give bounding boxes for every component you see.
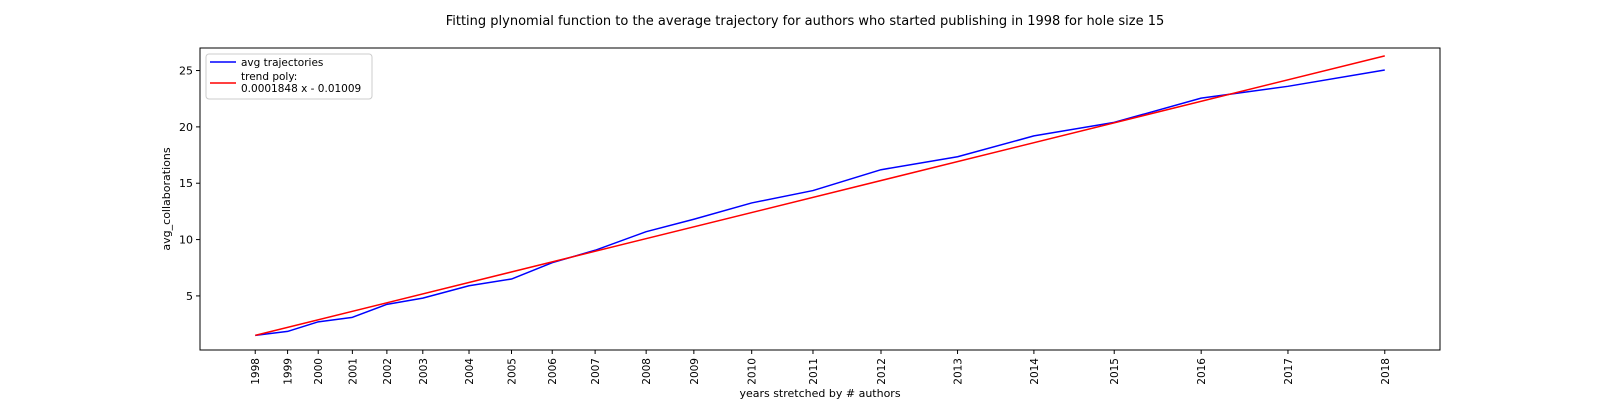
legend: avg trajectories trend poly: 0.0001848 x… [205,53,373,100]
x-tick-label: 2003 [418,358,430,385]
x-tick-label: 2007 [590,358,602,385]
x-tick-label: 2002 [382,358,394,385]
x-tick-label: 2010 [747,358,759,385]
x-tick-label: 2012 [876,358,888,385]
x-tick-label: 2005 [507,358,519,385]
series-lines [255,55,1385,337]
x-axis: 1998 1999 2000 2001 2002 2003 2004 2005 2006 2007… [250,350,1392,385]
x-axis-label: years stretched by # authors [739,387,900,400]
y-tick-label: 5 [186,290,193,303]
x-tick-label: 2015 [1109,358,1121,385]
x-tick-label: 2016 [1196,358,1208,385]
series-line-avg-trajectories [255,69,1385,337]
y-tick-label: 15 [179,177,193,190]
y-tick-label: 10 [179,234,193,247]
x-tick-label: 2001 [347,358,359,385]
legend-label-avg-trajectories: avg trajectories [241,57,323,69]
legend-label-trend-poly-line1: trend poly: [241,71,297,83]
legend-label-trend-poly-line2: 0.0001848 x - 0.01009 [241,83,361,95]
y-axis-label: avg_collaborations [160,147,173,250]
y-tick-label: 20 [179,121,193,134]
chart-title: Fitting plynomial function to the averag… [446,14,1165,29]
x-tick-label: 2017 [1283,358,1295,385]
x-tick-label: 2011 [808,358,820,385]
x-tick-label: 2013 [953,358,965,385]
y-tick-label: 25 [179,65,193,78]
x-tick-label: 1999 [283,358,295,385]
x-tick-label: 2018 [1380,358,1392,385]
x-tick-label: 2008 [641,358,653,385]
series-line-trend-poly [255,55,1385,337]
x-tick-label: 2000 [313,358,325,385]
x-tick-label: 1998 [250,358,262,385]
x-tick-label: 2009 [689,358,701,385]
x-tick-label: 2006 [547,358,559,385]
plot-area: 5 10 15 20 25 1998 1999 2000 2001 2002 2003 2004 20… [179,47,1441,385]
plot-frame [199,47,1441,351]
legend-box [205,53,373,100]
y-axis: 5 10 15 20 25 [179,65,200,303]
x-tick-label: 2004 [464,358,476,385]
x-tick-label: 2014 [1029,358,1041,385]
